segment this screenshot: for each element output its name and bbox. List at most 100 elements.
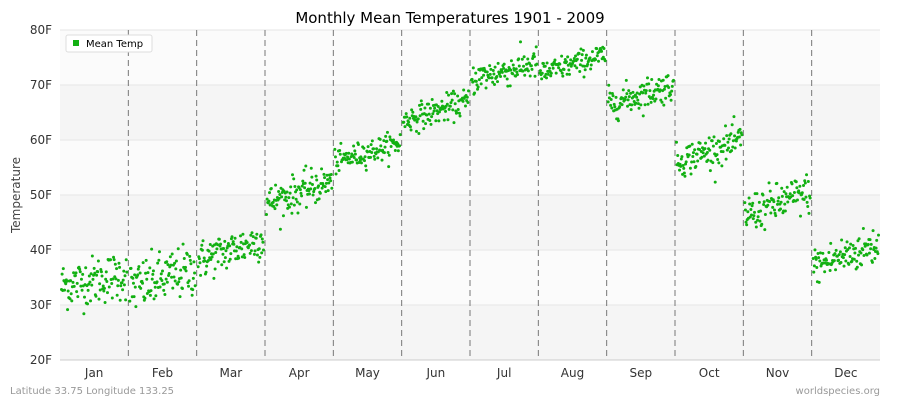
data-point <box>277 190 281 194</box>
data-point <box>442 118 446 122</box>
data-point <box>744 220 748 224</box>
data-point <box>621 88 625 92</box>
data-point <box>625 92 629 96</box>
data-point <box>565 72 569 76</box>
data-point <box>418 103 421 107</box>
data-point <box>180 287 184 291</box>
data-point <box>448 104 452 108</box>
data-point <box>255 253 259 257</box>
legend: Mean Temp <box>65 34 153 53</box>
data-point <box>100 274 104 278</box>
data-point <box>747 196 751 200</box>
data-point <box>411 110 415 114</box>
data-point <box>413 118 417 122</box>
data-point <box>855 259 859 263</box>
data-point <box>364 168 368 172</box>
data-point <box>548 66 552 70</box>
data-point <box>302 168 306 172</box>
data-point <box>82 295 86 299</box>
data-point <box>624 95 628 99</box>
data-point <box>638 92 642 96</box>
data-point <box>362 146 366 150</box>
y-tick-label: 70F <box>30 78 52 92</box>
data-point <box>762 200 766 204</box>
data-point <box>553 58 557 62</box>
data-point <box>837 258 841 262</box>
data-point <box>93 271 97 275</box>
data-point <box>662 103 666 107</box>
data-point <box>150 247 154 251</box>
data-point <box>595 47 599 51</box>
data-point <box>650 78 654 82</box>
data-point <box>249 233 253 237</box>
x-tick-label: Jun <box>425 366 445 380</box>
data-point <box>314 201 317 205</box>
data-point <box>756 218 760 222</box>
data-point <box>613 105 617 109</box>
data-point <box>318 191 322 195</box>
data-point <box>75 281 79 285</box>
data-point <box>176 282 180 286</box>
data-point <box>657 78 661 81</box>
data-point <box>141 281 145 285</box>
data-point <box>705 150 709 154</box>
data-point <box>749 207 753 211</box>
data-point <box>239 240 243 244</box>
data-point <box>496 61 500 65</box>
data-point <box>817 256 821 260</box>
data-point <box>651 97 655 101</box>
data-point <box>313 186 317 190</box>
data-point <box>620 103 624 107</box>
data-point <box>544 76 548 80</box>
plot-band <box>60 30 880 85</box>
data-point <box>162 282 166 286</box>
x-tick-labels: Jan Feb Mar Apr May Jun Jul Aug Sep Oct Nov Dec <box>84 366 858 380</box>
data-point <box>71 280 75 284</box>
data-point <box>293 184 297 188</box>
data-point <box>222 260 226 264</box>
data-point <box>773 211 777 215</box>
data-point <box>727 137 731 141</box>
data-point <box>575 57 579 61</box>
data-point <box>339 141 343 145</box>
data-point <box>145 277 149 281</box>
data-point <box>208 243 212 247</box>
data-point <box>817 280 821 284</box>
data-point <box>807 211 811 215</box>
data-point <box>179 268 183 272</box>
data-point <box>828 268 832 272</box>
data-point <box>408 116 412 120</box>
data-point <box>415 120 419 124</box>
data-point <box>333 155 337 159</box>
data-point <box>869 247 873 251</box>
footer-coordinates: Latitude 33.75 Longitude 133.25 <box>10 386 174 397</box>
data-point <box>522 55 526 59</box>
data-point <box>530 67 534 71</box>
data-point <box>393 149 397 153</box>
y-axis-label: Temperature <box>9 157 23 234</box>
data-point <box>277 196 281 200</box>
data-point <box>743 208 747 212</box>
data-point <box>90 283 94 287</box>
data-point <box>753 210 757 214</box>
data-point <box>574 54 578 58</box>
data-point <box>240 247 244 251</box>
data-point <box>116 278 120 282</box>
data-point <box>123 274 127 278</box>
data-point <box>353 149 357 153</box>
data-point <box>304 164 308 168</box>
data-point <box>417 131 421 135</box>
data-point <box>670 84 674 88</box>
data-point <box>176 247 180 251</box>
data-point <box>634 101 638 105</box>
data-point <box>526 69 530 73</box>
data-point <box>80 288 84 292</box>
data-point <box>112 255 116 259</box>
data-point <box>785 185 789 189</box>
data-point <box>336 164 340 168</box>
data-point <box>160 279 164 283</box>
data-point <box>511 72 515 76</box>
data-point <box>213 267 217 271</box>
data-point <box>834 268 838 272</box>
